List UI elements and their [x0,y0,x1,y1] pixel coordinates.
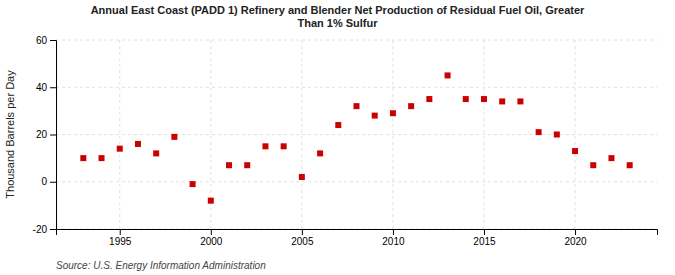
y-tick: 0 [41,176,56,187]
plot: 1995 2000 2005 2010 2015 2020 -20 0 20 40 60 [33,35,658,247]
tick-mark [393,229,394,235]
point [445,72,451,78]
y-axis: -20 0 20 40 60 [33,35,57,235]
tick-label: 20 [36,129,48,140]
y-tick: 20 [36,129,56,140]
grid-line [575,40,576,229]
tick-label: 60 [36,35,48,46]
grid-line [56,181,657,182]
point [208,198,214,204]
tick-mark [50,229,56,230]
x-tick: 2015 [473,229,496,247]
grid-line [56,40,657,41]
tick-label: 2015 [473,236,496,247]
axis-line [57,230,658,236]
grid-line [56,87,657,88]
points [80,72,632,203]
y-tick: 60 [36,35,56,46]
tick-mark [575,229,576,235]
tick-label: 2010 [382,236,405,247]
tick-mark [302,229,303,235]
point [262,143,268,149]
tick-mark [50,182,56,183]
tick-label: -20 [33,224,48,235]
tick-label: 2005 [291,236,314,247]
point [536,129,542,135]
x-tick: 2020 [564,229,587,247]
tick-label: 1995 [109,236,132,247]
title: Annual East Coast (PADD 1) Refinery and … [91,4,585,29]
x-axis: 1995 2000 2005 2010 2015 2020 [57,229,658,247]
grid-line [119,40,120,229]
point [99,155,105,161]
point [317,150,323,156]
y-tick: 40 [36,82,56,93]
point [117,146,123,152]
point [153,150,159,156]
chart: Annual East Coast (PADD 1) Refinery and … [0,0,675,275]
point [517,98,523,104]
grid-line [56,134,657,135]
tick-mark [211,229,212,235]
point [590,162,596,168]
x-tick: 2000 [200,229,223,247]
tick-mark [120,229,121,235]
grid-line [301,40,302,229]
point [463,96,469,102]
point [481,96,487,102]
point [390,110,396,116]
point [281,143,287,149]
point [299,174,305,180]
tick-mark [50,40,56,41]
y-axis-title: Thousand Barrels per Day [4,70,16,199]
point [135,141,141,147]
title-line: Annual East Coast (PADD 1) Refinery and … [91,4,585,16]
axis-line [50,41,57,230]
x-tick: 2005 [291,229,314,247]
point [499,98,505,104]
tick-mark [50,87,56,88]
point [244,162,250,168]
point [572,148,578,154]
point [627,162,633,168]
title-line: Than 1% Sulfur [297,17,378,29]
grid-line [392,40,393,229]
point [554,132,560,138]
point [372,113,378,119]
point [426,96,432,102]
tick-label: 2020 [564,236,587,247]
point [226,162,232,168]
y-tick: -20 [33,224,56,235]
point [335,122,341,128]
tick-label: 2000 [200,236,223,247]
point [354,103,360,109]
point [80,155,86,161]
tick-label: 0 [41,176,47,187]
x-tick: 1995 [109,229,132,247]
point [171,134,177,140]
x-tick: 2010 [382,229,405,247]
tick-mark [484,229,485,235]
tick-label: 40 [36,82,48,93]
source-note: Source: U.S. Energy Information Administ… [56,260,266,271]
grid [56,40,657,229]
point [408,103,414,109]
tick-mark [50,135,56,136]
point [190,181,196,187]
grid-line [483,40,484,229]
chart-container: Annual East Coast (PADD 1) Refinery and … [0,0,675,275]
point [608,155,614,161]
